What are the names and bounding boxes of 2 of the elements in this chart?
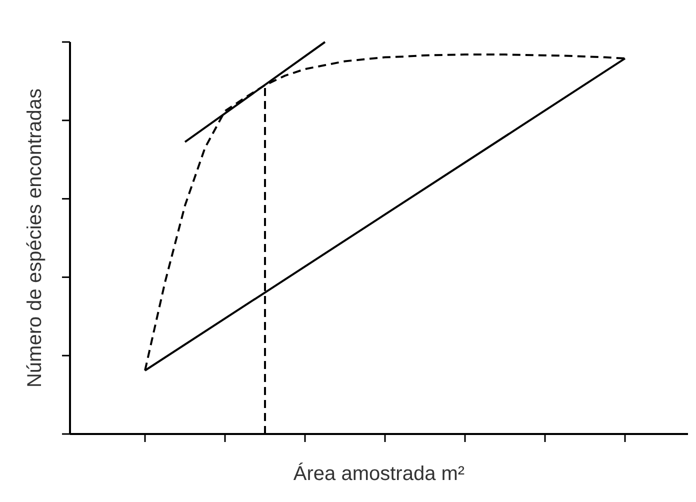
x-axis-title: Área amostrada m² xyxy=(293,462,465,485)
y-axis-title: Número de espécies encontradas xyxy=(24,88,46,388)
